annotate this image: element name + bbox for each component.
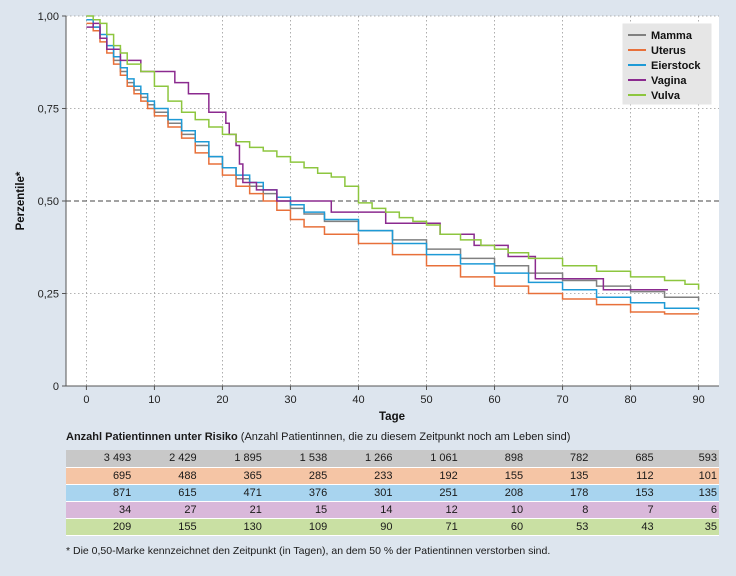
risk-cell: 1 538 (261, 450, 328, 468)
risk-row-vagina: 34 27 21 15 14 12 10 8 7 6 (66, 501, 719, 519)
risk-cell: 251 (392, 484, 458, 502)
x-tick-label-9: 90 (692, 394, 704, 406)
risk-cell: 71 (392, 518, 458, 536)
risk-cell: 233 (327, 467, 393, 485)
risk-cell: 782 (523, 450, 589, 468)
risk-table: 3 493 2 429 1 895 1 538 1 266 1 061 898 782 685 5… (66, 450, 719, 536)
risk-row-uterus: 695 488 365 285 233 192 155 135 112 101 (66, 467, 719, 485)
y-tick-label-0: 0 (53, 381, 59, 393)
risk-cell: 178 (523, 484, 589, 502)
risk-cell: 153 (588, 484, 654, 502)
risk-row-eierstock: 871 615 471 376 301 251 208 178 153 135 (66, 484, 719, 502)
x-tick-label-6: 60 (488, 394, 500, 406)
legend-label-eierstock: Eierstock (651, 60, 701, 72)
risk-cell: 135 (523, 467, 589, 485)
risk-cell: 1 895 (196, 450, 262, 468)
risk-cell: 1 061 (392, 450, 458, 468)
x-tick-label-3: 30 (284, 394, 296, 406)
risk-cell: 155 (131, 518, 197, 536)
x-tick-label-4: 40 (352, 394, 364, 406)
risk-cell: 101 (653, 467, 719, 485)
risk-table-title: Anzahl Patientinnen unter Risiko (Anzahl… (66, 431, 570, 443)
y-tick-label-2: 0,50 (38, 196, 59, 208)
risk-cell: 1 266 (327, 450, 393, 468)
risk-cell: 21 (196, 501, 262, 519)
risk-cell: 871 (66, 484, 132, 502)
risk-cell: 365 (196, 467, 262, 485)
legend-label-mamma: Mamma (651, 30, 693, 42)
risk-cell: 35 (653, 518, 719, 536)
legend-label-vulva: Vulva (651, 90, 681, 102)
risk-cell: 471 (196, 484, 262, 502)
x-axis-title: Tage (379, 411, 405, 423)
risk-cell: 285 (261, 467, 328, 485)
risk-cell: 53 (523, 518, 589, 536)
series-line-eierstock (86, 18, 700, 311)
risk-cell: 43 (588, 518, 654, 536)
risk-cell: 301 (327, 484, 393, 502)
risk-cell: 3 493 (66, 450, 132, 468)
series-line-vulva (86, 15, 700, 290)
risk-cell: 155 (457, 467, 524, 485)
risk-cell: 14 (327, 501, 393, 519)
risk-cell: 192 (392, 467, 458, 485)
y-tick-label-4: 1,00 (38, 11, 59, 23)
risk-cell: 685 (588, 450, 654, 468)
risk-cell: 15 (261, 501, 328, 519)
risk-cell: 376 (261, 484, 328, 502)
risk-row-mamma: 3 493 2 429 1 895 1 538 1 266 1 061 898 782 685 5… (66, 450, 719, 468)
x-tick-label-8: 80 (624, 394, 636, 406)
legend-label-uterus: Uterus (651, 45, 686, 57)
y-tick-label-3: 0,75 (38, 104, 59, 116)
risk-cell: 615 (131, 484, 197, 502)
risk-cell: 34 (66, 501, 132, 519)
risk-table-title-rest: (Anzahl Patientinnen, die zu diesem Zeit… (237, 431, 571, 443)
risk-cell: 7 (588, 501, 654, 519)
risk-cell: 208 (457, 484, 524, 502)
risk-cell: 109 (261, 518, 328, 536)
risk-cell: 209 (66, 518, 132, 536)
x-tick-label-7: 70 (556, 394, 568, 406)
risk-cell: 60 (457, 518, 524, 536)
series-line-vagina (86, 22, 668, 291)
risk-cell: 2 429 (131, 450, 197, 468)
risk-row-vulva: 209 155 130 109 90 71 60 53 43 35 (66, 518, 719, 536)
x-tick-label-0: 0 (83, 394, 89, 406)
risk-cell: 593 (653, 450, 719, 468)
axes: 0 10 20 30 40 50 60 70 80 90 0 0,25 0,50 0,75 1,00 (38, 11, 719, 406)
y-tick-label-1: 0,25 (38, 289, 59, 301)
risk-cell: 135 (653, 484, 719, 502)
risk-table-title-bold: Anzahl Patientinnen unter Risiko (66, 431, 238, 443)
survival-chart: 0 10 20 30 40 50 60 70 80 90 0 0,25 0,50 0,75 1,00 Per… (15, 11, 719, 423)
risk-cell: 8 (523, 501, 589, 519)
risk-cell: 10 (457, 501, 524, 519)
risk-cell: 898 (457, 450, 524, 468)
risk-cell: 12 (392, 501, 458, 519)
series-group (86, 15, 700, 315)
risk-cell: 488 (131, 467, 197, 485)
legend-label-vagina: Vagina (651, 75, 687, 87)
risk-cell: 27 (131, 501, 197, 519)
x-tick-label-5: 50 (420, 394, 432, 406)
footnote: * Die 0,50-Marke kennzeichnet den Zeitpu… (66, 545, 551, 557)
x-tick-label-1: 10 (148, 394, 160, 406)
legend: Mamma Uterus Eierstock Vagina Vulva (622, 23, 712, 105)
risk-cell: 695 (66, 467, 132, 485)
risk-cell: 6 (653, 501, 719, 519)
series-line-uterus (86, 22, 699, 315)
risk-cell: 112 (588, 467, 654, 485)
risk-cell: 90 (327, 518, 393, 536)
x-tick-label-2: 20 (216, 394, 228, 406)
y-axis-title: Perzentile* (15, 171, 27, 230)
risk-cell: 130 (196, 518, 262, 536)
